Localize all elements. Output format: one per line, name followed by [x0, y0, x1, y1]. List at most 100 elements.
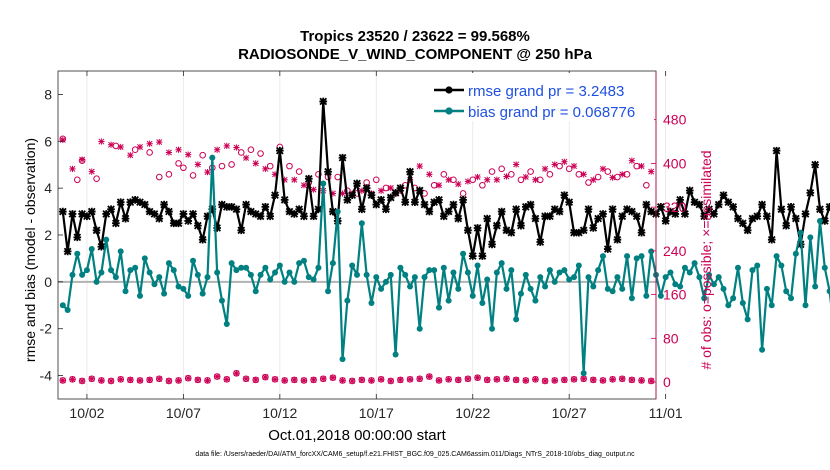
rmse-marker [237, 226, 246, 235]
bias-marker [281, 278, 288, 285]
obs-assimilated-marker [242, 154, 250, 162]
bias-marker [493, 269, 500, 276]
obs-assimilated-marker [609, 174, 616, 181]
rmse-marker [468, 252, 477, 260]
rmse-marker [541, 212, 549, 221]
rmse-marker [507, 228, 516, 237]
bias-marker [392, 351, 399, 358]
bias-marker [209, 154, 216, 161]
rmse-marker [714, 200, 723, 209]
rmse-marker [787, 203, 795, 211]
bias-marker [108, 267, 115, 274]
obs-assimilated-marker [445, 176, 452, 183]
rmse-marker [285, 207, 294, 216]
bias-marker [122, 288, 129, 295]
rmse-marker [724, 198, 733, 207]
obs-possible-marker [180, 164, 187, 172]
rmse-marker [343, 196, 352, 204]
x-axis-label: Oct.01,2018 00:00:00 start [268, 427, 446, 444]
obs-assimilated-marker [609, 376, 616, 383]
obs-possible-marker [131, 146, 139, 154]
rmse-marker [801, 210, 810, 218]
obs-possible-marker [614, 173, 621, 181]
obs-assimilated-marker [194, 161, 201, 168]
obs-assimilated-marker [599, 377, 607, 384]
rmse-marker [497, 207, 506, 216]
rmse-marker [608, 205, 617, 214]
obs-assimilated-marker [329, 190, 337, 197]
y2-tick-label: 160 [663, 287, 687, 303]
bias-marker [657, 292, 664, 299]
rmse-marker [584, 205, 593, 214]
x-tick-label: 10/27 [552, 405, 587, 421]
bias-marker [267, 276, 274, 283]
obs-assimilated-marker [426, 373, 433, 380]
x-axis: 10/02 10/07 10/12 10/17 10/22 10/27 11/01 [69, 71, 683, 421]
rmse-marker [748, 214, 757, 223]
obs-assimilated-marker [281, 176, 288, 183]
rmse-marker [685, 186, 694, 195]
bias-marker [498, 260, 505, 267]
rmse-marker [73, 233, 82, 242]
rmse-marker [700, 212, 709, 221]
obs-assimilated-marker [271, 171, 279, 178]
obs-assimilated-marker [291, 376, 298, 383]
bias-marker [315, 264, 322, 271]
rmse-marker [806, 188, 815, 197]
obs-possible-marker [247, 146, 255, 154]
bias-marker [272, 269, 279, 276]
x-tick-label: 10/12 [262, 405, 297, 421]
rmse-marker [767, 235, 776, 244]
obs-assimilated-marker [368, 377, 375, 384]
bias-marker [580, 370, 587, 377]
obs-possible-marker [315, 171, 322, 178]
obs-assimilated-marker [146, 376, 153, 383]
rmse-marker [628, 207, 636, 216]
obs-possible-marker [73, 176, 81, 184]
bias-marker [624, 253, 631, 260]
rmse-marker [179, 210, 188, 218]
bias-marker [431, 267, 438, 274]
obs-assimilated-marker [387, 377, 394, 385]
grid [86, 71, 667, 399]
obs-assimilated-marker [223, 376, 230, 383]
bias-marker [368, 299, 375, 306]
y-tick-label: 8 [44, 86, 52, 102]
rmse-marker [589, 224, 598, 232]
rmse-marker [623, 205, 631, 214]
obs-assimilated-marker [185, 151, 192, 158]
obs-assimilated-marker [522, 173, 529, 181]
obs-assimilated-marker [223, 142, 230, 150]
bias-marker [334, 208, 341, 215]
bias-marker [633, 255, 640, 262]
bias-marker [821, 264, 828, 271]
rmse-marker [661, 217, 670, 225]
rmse-marker [256, 212, 265, 221]
obs-assimilated-marker [98, 377, 105, 384]
bias-marker [426, 267, 433, 274]
bias-marker [296, 260, 303, 267]
bias-marker [460, 250, 467, 257]
obs-assimilated-marker [300, 377, 308, 384]
rmse-marker [174, 219, 183, 228]
bias-marker [474, 262, 481, 269]
chart-title: Tropics 23520 / 23622 = 99.568% [300, 28, 530, 45]
obs-assimilated-marker [648, 377, 655, 385]
obs-assimilated-marker [146, 140, 153, 147]
bias-marker [397, 264, 404, 271]
obs-assimilated-marker [69, 165, 76, 172]
obs-assimilated-marker [242, 375, 250, 382]
obs-assimilated-marker [59, 377, 66, 384]
obs-assimilated-marker [214, 373, 221, 380]
rmse-marker [738, 219, 747, 228]
obs-possible-marker [372, 176, 380, 184]
bias-marker [604, 285, 611, 292]
obs-assimilated-marker [493, 176, 500, 183]
bias-marker [614, 274, 621, 281]
y-axis-left: -4 -2 0 2 4 6 8 [40, 86, 63, 384]
obs-assimilated-marker [69, 376, 76, 383]
obs-assimilated-marker [156, 138, 163, 146]
bias-marker [185, 292, 192, 299]
rmse-marker [444, 207, 453, 216]
obs-assimilated-marker [474, 173, 481, 181]
